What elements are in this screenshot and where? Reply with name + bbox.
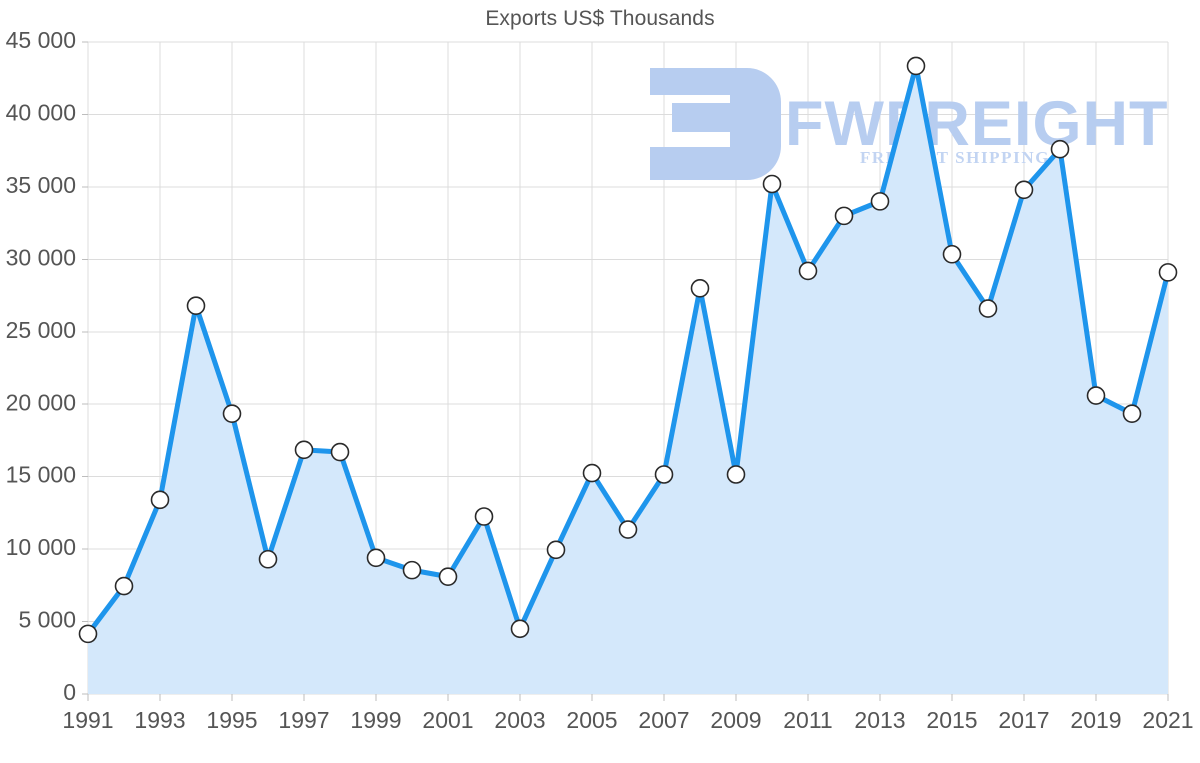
data-point-marker[interactable] [870, 192, 890, 211]
data-point-marker[interactable] [330, 442, 350, 462]
exports-markers-group [78, 56, 1178, 644]
y-axis-tick-label: 40 000 [6, 100, 76, 126]
data-point-marker[interactable] [78, 624, 98, 644]
watermark-wordmark: FWFREIGHT [785, 89, 1168, 159]
x-axis-tick-label: 2021 [1142, 707, 1193, 733]
data-point-marker[interactable] [618, 520, 638, 539]
x-axis-tick-label: 1993 [134, 707, 185, 733]
watermark-group: FWFREIGHT FREIGHT SHIPPING [650, 68, 1168, 180]
x-axis-tick-label: 2019 [1070, 707, 1121, 733]
data-point-marker[interactable] [978, 299, 998, 318]
data-point-marker[interactable] [510, 619, 530, 639]
x-axis-tick-label: 1999 [350, 707, 401, 733]
y-axis-tick-label: 45 000 [6, 27, 76, 53]
x-axis-tick-label: 2013 [854, 707, 905, 733]
chart-title: Exports US$ Thousands [485, 7, 715, 30]
x-axis-tick-label: 2001 [422, 707, 473, 733]
data-point-marker[interactable] [150, 490, 170, 510]
data-point-marker[interactable] [726, 465, 746, 484]
data-point-marker[interactable] [906, 56, 926, 76]
x-axis-tick-label: 1995 [206, 707, 257, 733]
y-axis-tick-label: 20 000 [6, 389, 76, 415]
data-point-marker[interactable] [654, 465, 674, 484]
data-point-marker[interactable] [1050, 139, 1070, 159]
x-axis-tick-label: 1991 [62, 707, 113, 733]
data-point-marker[interactable] [582, 463, 602, 483]
data-point-marker[interactable] [114, 576, 134, 596]
x-axis-tick-label: 1997 [278, 707, 329, 733]
x-axis-tick-label: 2011 [783, 707, 832, 733]
data-point-marker[interactable] [690, 279, 710, 298]
data-point-marker[interactable] [438, 567, 458, 586]
y-axis-tick-label: 10 000 [6, 534, 76, 560]
data-point-marker[interactable] [1086, 386, 1106, 405]
x-axis-tick-label: 2005 [566, 707, 617, 733]
y-axis-tick-label: 30 000 [6, 244, 76, 270]
data-point-marker[interactable] [1158, 263, 1178, 282]
data-point-marker[interactable] [258, 549, 278, 569]
y-axis-tick-label: 5 000 [18, 607, 76, 633]
fwfreight-logo-mark [650, 68, 781, 180]
data-point-marker[interactable] [186, 296, 206, 316]
data-point-marker[interactable] [222, 404, 242, 423]
y-axis-tick-label: 25 000 [6, 317, 76, 343]
y-axis-tick-label: 35 000 [6, 172, 76, 198]
x-axis-labels-group: 1991 1993 1995 1997 1999 2001 2003 2005 2007 2009… [62, 707, 1193, 733]
x-axis-tick-label: 2003 [494, 707, 545, 733]
tickmarks-group [82, 41, 1169, 701]
data-point-marker[interactable] [942, 244, 962, 264]
data-point-marker[interactable] [1014, 180, 1034, 200]
data-point-marker[interactable] [834, 206, 854, 226]
data-point-marker[interactable] [546, 540, 566, 560]
x-axis-tick-label: 2009 [710, 707, 761, 733]
data-point-marker[interactable] [762, 174, 782, 194]
data-point-marker[interactable] [798, 261, 818, 281]
x-axis-tick-label: 2007 [638, 707, 689, 733]
y-axis-tick-label: 0 [63, 679, 76, 705]
x-axis-tick-label: 2015 [926, 707, 977, 733]
y-axis-labels-group: 45 000 40 000 35 000 30 000 25 000 20 000 15 0… [6, 27, 76, 705]
y-axis-tick-label: 15 000 [6, 462, 76, 488]
data-point-marker[interactable] [474, 507, 494, 526]
data-point-marker[interactable] [1122, 404, 1142, 423]
x-axis-tick-label: 2017 [998, 707, 1049, 733]
exports-area-fill [88, 65, 1168, 694]
data-point-marker[interactable] [294, 440, 314, 460]
data-point-marker[interactable] [366, 548, 386, 568]
data-point-marker[interactable] [402, 560, 422, 580]
